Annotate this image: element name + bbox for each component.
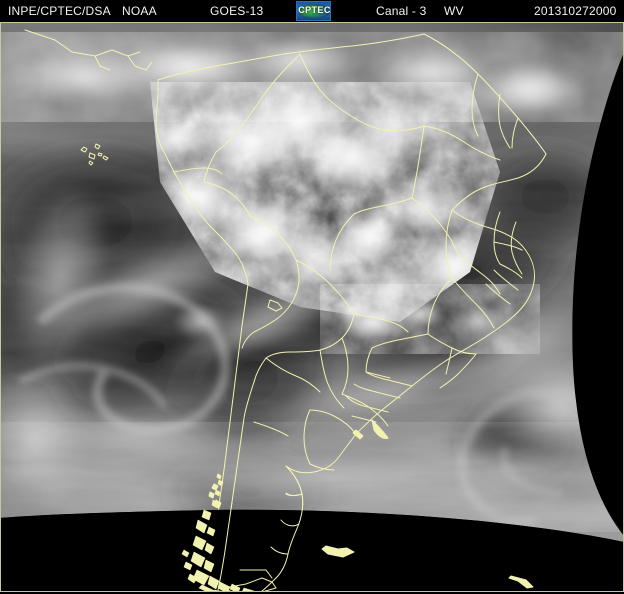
globe-icon — [299, 4, 330, 19]
image-frame-border — [0, 22, 624, 592]
terminator-shadow — [0, 509, 624, 592]
cptec-logo-label: CPTEC — [298, 5, 331, 15]
header-agency-label: INPE/CPTEC/DSA — [8, 4, 111, 18]
cptec-logo: CPTEC — [296, 1, 331, 21]
image-header-bar: INPE/CPTEC/DSA NOAA GOES-13 CPTEC Canal … — [0, 0, 624, 22]
header-channel-label: Canal - 3 — [376, 4, 427, 18]
header-timestamp-label: 201310272000 — [534, 4, 617, 18]
satellite-image-panel — [0, 22, 624, 592]
earth-limb-space — [573, 22, 624, 536]
header-network-label: NOAA — [122, 4, 157, 18]
water-vapor-satellite-image — [0, 22, 624, 592]
header-satellite-label: GOES-13 — [210, 4, 264, 18]
header-band-label: WV — [444, 4, 464, 18]
